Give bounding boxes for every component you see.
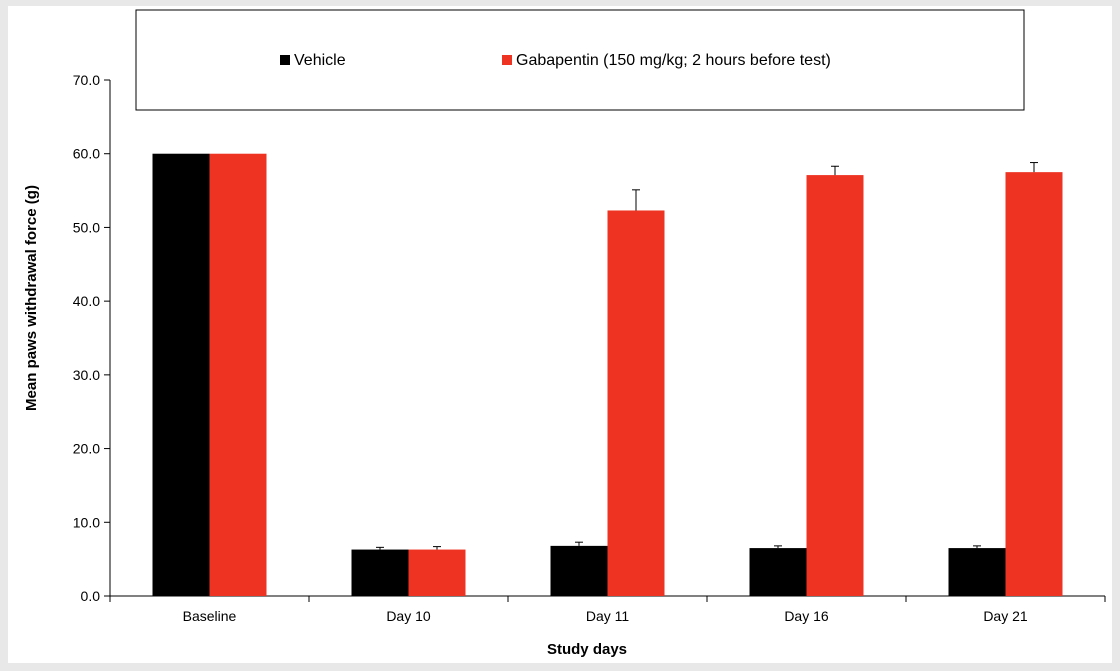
legend-label-vehicle: Vehicle xyxy=(294,52,346,69)
legend-swatch-vehicle xyxy=(280,55,290,65)
bar-gabapentin-day-21 xyxy=(1005,172,1063,596)
legend: Vehicle Gabapentin (150 mg/kg; 2 hours b… xyxy=(135,9,1025,111)
y-axis: 0.0 10.0 20.0 30.0 40.0 50.0 60.0 70.0 xyxy=(73,72,111,604)
bar-vehicle-day-10 xyxy=(351,549,409,596)
legend-label-gabapentin: Gabapentin (150 mg/kg; 2 hours before te… xyxy=(516,52,831,69)
bar-vehicle-baseline xyxy=(152,153,210,596)
y-tick-label: 30.0 xyxy=(73,367,100,383)
error-bars xyxy=(376,162,1038,550)
bar-vehicle-day-21 xyxy=(948,548,1006,596)
y-tick-label: 50.0 xyxy=(73,219,100,235)
x-axis-title: Study days xyxy=(547,641,627,658)
y-tick-label: 0.0 xyxy=(81,588,101,604)
y-tick-label: 60.0 xyxy=(73,146,100,162)
bar-vehicle-day-16 xyxy=(749,548,807,596)
x-axis: Baseline Day 10 Day 11 Day 16 Day 21 xyxy=(109,595,1106,624)
bar-gabapentin-day-16 xyxy=(806,175,864,596)
bar-gabapentin-baseline xyxy=(209,153,267,596)
bars xyxy=(152,153,1063,596)
y-tick-label: 40.0 xyxy=(73,293,100,309)
x-tick-label: Day 11 xyxy=(586,608,630,624)
bar-gabapentin-day-11 xyxy=(607,210,665,596)
x-tick-label: Day 10 xyxy=(386,608,431,624)
bar-vehicle-day-11 xyxy=(550,545,608,596)
y-tick-label: 20.0 xyxy=(73,441,100,457)
x-tick-label: Day 21 xyxy=(983,608,1028,624)
chart-frame: Vehicle Gabapentin (150 mg/kg; 2 hours b… xyxy=(8,6,1112,663)
legend-swatch-gabapentin xyxy=(502,55,512,65)
bar-gabapentin-day-10 xyxy=(408,549,466,596)
bar-chart: Vehicle Gabapentin (150 mg/kg; 2 hours b… xyxy=(23,9,1106,658)
y-tick-label: 70.0 xyxy=(73,72,100,88)
x-tick-label: Day 16 xyxy=(784,608,829,624)
y-axis-title: Mean paws withdrawal force (g) xyxy=(23,185,40,411)
x-tick-label: Baseline xyxy=(183,608,237,624)
y-tick-label: 10.0 xyxy=(73,514,100,530)
